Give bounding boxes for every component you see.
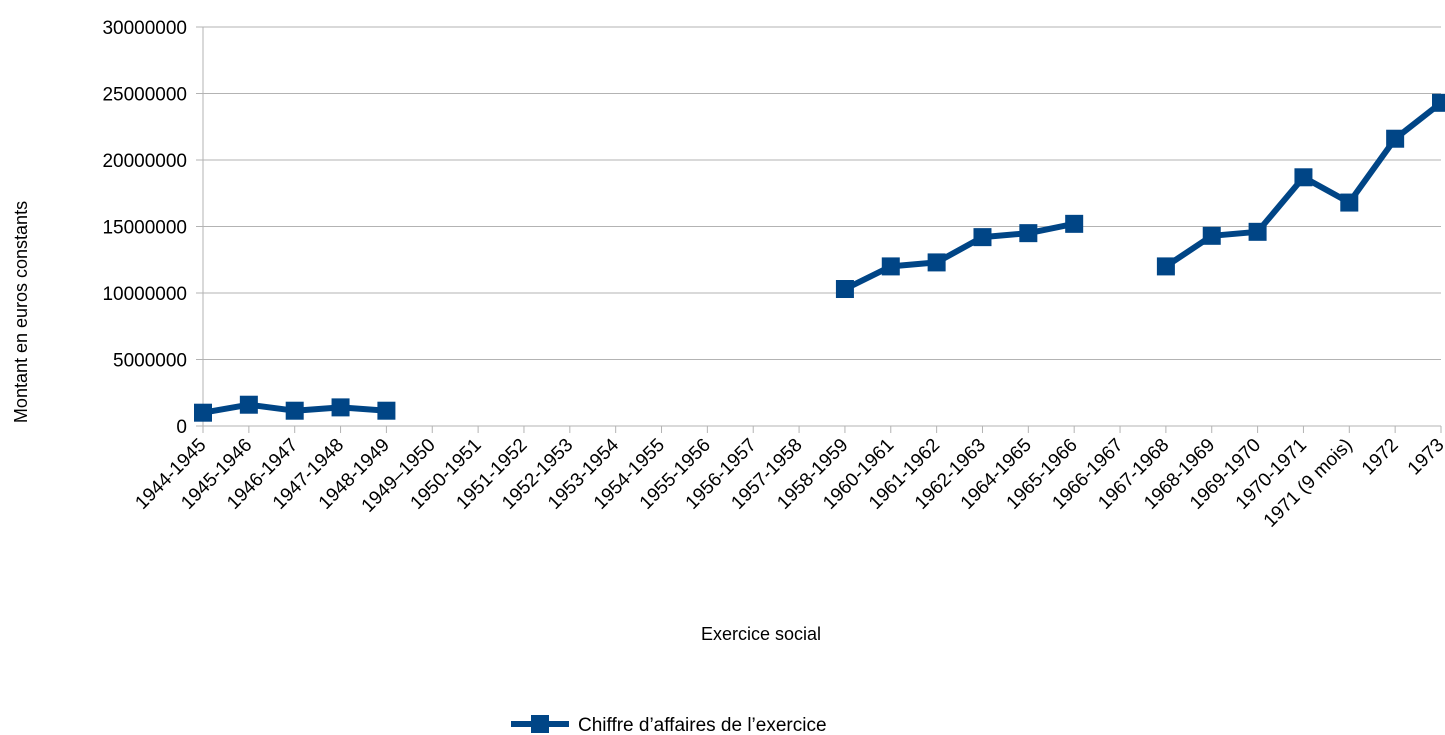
data-point-marker xyxy=(1019,224,1038,243)
x-tick-label: 1972 xyxy=(1358,435,1403,480)
data-point-marker xyxy=(194,403,212,422)
y-tick-label: 25000000 xyxy=(102,85,187,106)
data-point-marker xyxy=(239,395,258,414)
y-tick-label: 0 xyxy=(176,417,187,438)
y-tick-label: 15000000 xyxy=(102,218,187,239)
data-point-marker xyxy=(1202,226,1221,245)
y-axis-title: Montant en euros constants xyxy=(11,201,31,423)
data-point-marker xyxy=(881,257,900,276)
gridlines xyxy=(202,26,1441,427)
series-line xyxy=(843,220,1075,292)
x-tick-label: 1973 xyxy=(1404,435,1445,480)
data-point-marker xyxy=(1294,168,1313,187)
y-tick-label: 5000000 xyxy=(113,351,187,372)
y-tick-label: 20000000 xyxy=(102,151,187,172)
data-point-marker xyxy=(285,401,304,420)
data-point-marker xyxy=(331,398,350,417)
legend: Chiffre d’affaires de l’exercice xyxy=(511,715,827,735)
legend-label: Chiffre d’affaires de l’exercice xyxy=(578,715,827,735)
plot-series xyxy=(194,93,1445,422)
y-tick-label: 10000000 xyxy=(102,284,187,305)
y-tick-label: 30000000 xyxy=(102,18,187,39)
data-point-marker xyxy=(1065,214,1084,233)
data-point-marker xyxy=(835,280,854,299)
legend-marker-icon xyxy=(531,715,549,733)
data-point-marker xyxy=(1432,93,1445,112)
x-axis-ticks: 1944-19451945-19461946-19471947-19481948… xyxy=(131,426,1445,532)
data-point-marker xyxy=(927,253,946,272)
data-point-marker xyxy=(377,401,396,420)
data-point-marker xyxy=(1156,257,1175,276)
x-axis-title: Exercice social xyxy=(701,624,821,644)
y-axis-ticks: 0 5000000 10000000 15000000 20000000 25000000… xyxy=(102,18,203,438)
data-point-marker xyxy=(973,228,992,247)
data-point-marker xyxy=(1386,129,1405,148)
data-point-marker xyxy=(1248,222,1267,241)
data-point-marker xyxy=(1340,193,1359,212)
